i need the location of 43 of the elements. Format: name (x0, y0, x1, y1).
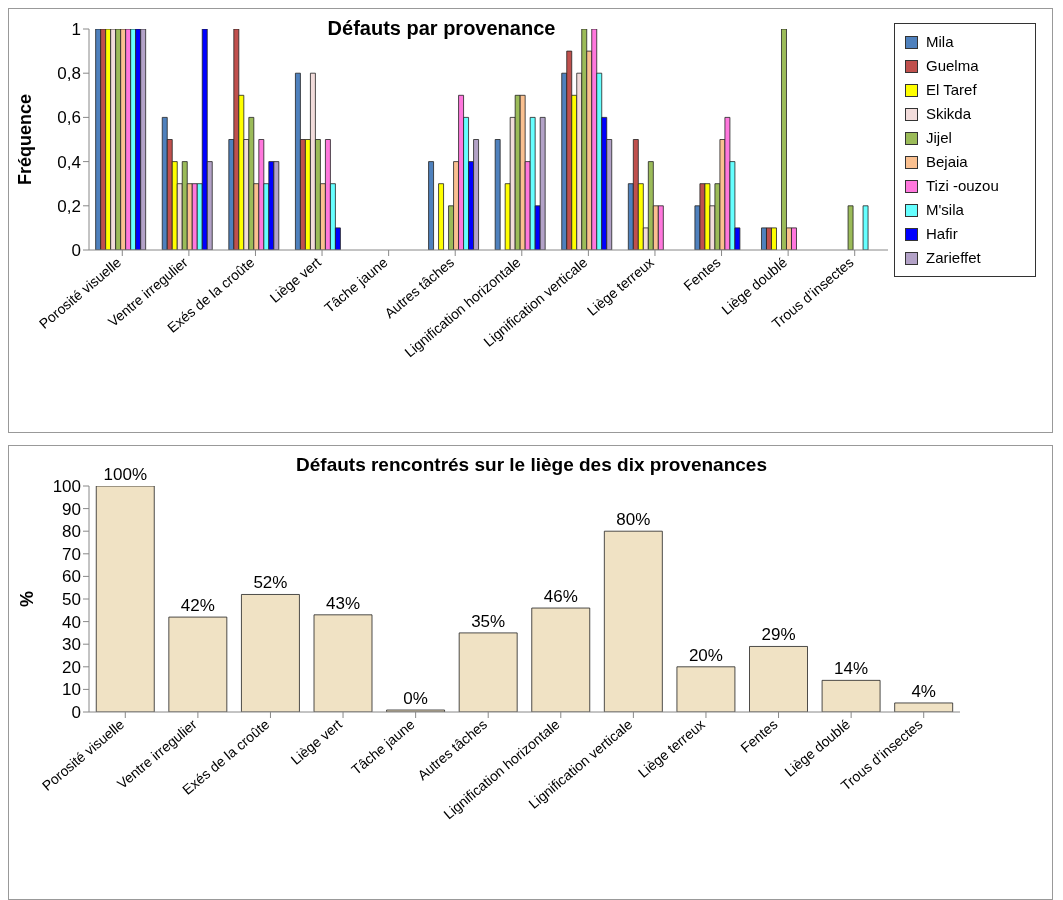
y-tick-label: 0,6 (57, 108, 81, 128)
y-tick-label: 100 (52, 477, 81, 497)
y-tick-label: 10 (62, 680, 81, 700)
y-tick-label: 0,2 (57, 196, 81, 216)
y-axis-title: Fréquence (15, 93, 36, 186)
data-label: 42% (180, 596, 215, 616)
data-label: 43% (325, 593, 361, 613)
legend-label: Hafir (926, 224, 958, 244)
data-label: 14% (834, 659, 869, 679)
y-tick-label: 0,4 (57, 152, 81, 172)
y-tick-label: 20 (62, 657, 81, 677)
y-tick-label: 50 (62, 590, 81, 610)
legend-label: Guelma (926, 56, 979, 76)
y-axis-title: % (17, 590, 38, 608)
y-tick-label: 60 (62, 567, 81, 587)
y-tick-label: 0 (71, 241, 81, 261)
y-tick-label: 80 (62, 522, 81, 542)
legend-label: M'sila (926, 200, 964, 220)
legend-label: Jijel (926, 128, 952, 148)
legend-label: Tizi -ouzou (926, 176, 999, 196)
chart-title: Défauts rencontrés sur le liège des dix provenances (296, 454, 767, 475)
data-label: 52% (253, 573, 288, 593)
data-label: 46% (543, 587, 578, 607)
legend-label: Skikda (926, 104, 972, 124)
data-label: 29% (761, 625, 796, 645)
y-tick-label: 70 (62, 544, 81, 564)
y-tick-label: 0,8 (57, 64, 81, 84)
y-tick-label: 40 (62, 612, 81, 632)
y-tick-label: 1 (71, 20, 81, 40)
legend-label: Zarieffet (926, 248, 981, 268)
data-label: 20% (688, 645, 723, 665)
data-label: 100% (103, 465, 147, 484)
data-label: 35% (471, 611, 506, 631)
legend-label: Bejaia (926, 152, 968, 172)
y-tick-label: 30 (62, 635, 81, 655)
legend-label: El Taref (926, 80, 977, 100)
data-label: 4% (911, 681, 936, 701)
y-tick-label: 90 (62, 499, 81, 519)
chart-title: Défauts par provenance (327, 17, 556, 39)
legend-label: Mila (926, 32, 954, 52)
data-label: 80% (616, 510, 651, 530)
data-label: 0% (403, 689, 428, 708)
y-tick-label: 0 (71, 703, 81, 723)
